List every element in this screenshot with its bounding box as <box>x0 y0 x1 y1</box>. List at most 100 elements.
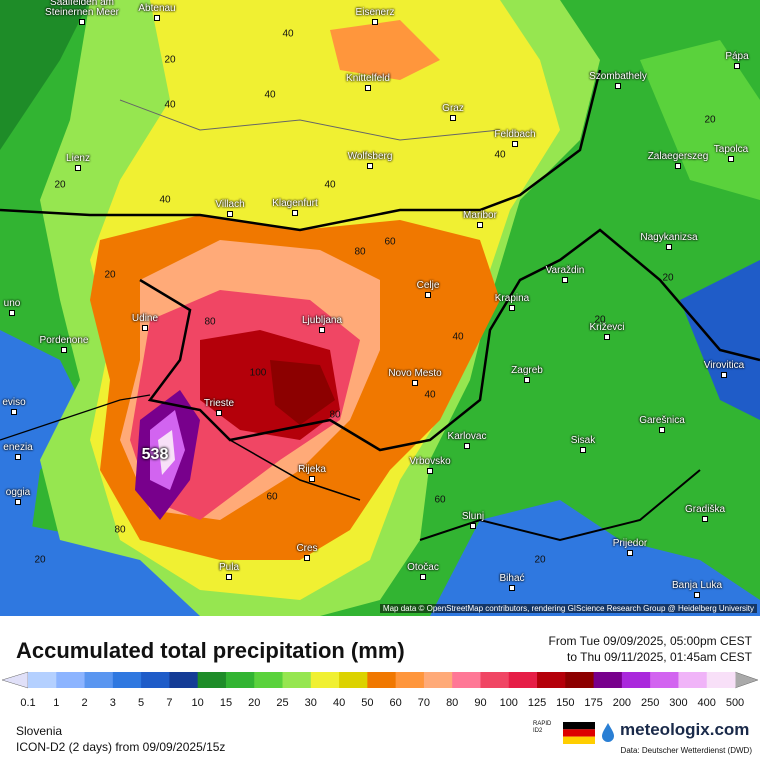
city-dot <box>365 85 371 91</box>
city-dot <box>675 163 681 169</box>
period-to: to Thu 09/11/2025, 01:45am CEST <box>566 650 752 664</box>
legend-value: 7 <box>166 697 173 709</box>
map: Abtenau Saalfelden am Steinernen Meer Eise… <box>0 0 760 616</box>
city-dot <box>11 409 17 415</box>
city-label: Cres <box>296 543 318 554</box>
brand-logo <box>602 723 614 742</box>
rapid-badge: RAPID ID2 <box>533 721 552 734</box>
legend-swatch <box>169 672 199 688</box>
city-label: enezia <box>3 442 33 453</box>
legend-value: 400 <box>697 697 716 709</box>
city-dot <box>477 222 483 228</box>
legend-swatch <box>706 672 736 688</box>
city-dot <box>309 476 315 482</box>
city-label: Villach <box>215 199 245 210</box>
contour-label: 60 <box>384 236 396 248</box>
city-dot <box>15 454 21 460</box>
city-dot <box>562 277 568 283</box>
city-dot <box>154 15 160 21</box>
city-label: Udine <box>131 313 159 324</box>
region: Slovenia <box>16 724 63 738</box>
city-dot <box>627 550 633 556</box>
city-label: Lienz <box>66 153 90 164</box>
city-dot <box>420 574 426 580</box>
city-label: Szombathely <box>589 71 647 82</box>
city-label: uno <box>3 298 21 309</box>
city-label: Knittelfeld <box>346 73 390 84</box>
legend-swatch <box>395 672 425 688</box>
city-dot <box>427 468 433 474</box>
contour-label: 20 <box>164 54 176 66</box>
legend-swatch <box>56 672 86 688</box>
brand: meteologix.com <box>620 720 750 739</box>
legend-value: 60 <box>389 697 402 709</box>
city-dot <box>79 19 85 25</box>
legend-swatch <box>197 672 227 688</box>
city-label: Trieste <box>203 398 235 409</box>
legend-value: 25 <box>276 697 289 709</box>
city-label: Rijeka <box>298 464 326 475</box>
city-label: Klagenfurt <box>272 198 318 209</box>
city-label: eviso <box>2 397 26 408</box>
legend-value: 0.1 <box>20 697 36 709</box>
contour-label: 40 <box>494 149 506 161</box>
legend-value: 150 <box>556 697 575 709</box>
contour-label: 40 <box>282 28 294 40</box>
city-label: Nagykanizsa <box>640 232 698 243</box>
legend-value: 80 <box>446 697 459 709</box>
contour-label: 40 <box>324 179 336 191</box>
city-dot <box>666 244 672 250</box>
city-label: Vrbovsko <box>409 456 451 467</box>
city-label: Krapina <box>494 293 530 304</box>
city-dot <box>659 427 665 433</box>
legend-swatch <box>537 672 566 688</box>
city-dot <box>512 141 518 147</box>
city-label: Feldbach <box>494 129 536 140</box>
contour-label: 20 <box>662 272 674 284</box>
legend-arrow-high <box>734 671 759 689</box>
legend-swatch <box>423 672 453 688</box>
city-dot <box>464 443 470 449</box>
legend-swatch <box>339 672 368 688</box>
city-dot <box>142 325 148 331</box>
legend-swatch <box>678 672 708 688</box>
legend-swatch <box>650 672 679 688</box>
city-dot <box>319 327 325 333</box>
city-dot <box>721 372 727 378</box>
city-dot <box>227 211 233 217</box>
city-dot <box>304 555 310 561</box>
city-label: Wolfsberg <box>347 151 393 162</box>
legend-swatch <box>225 672 255 688</box>
legend-swatch <box>480 672 510 688</box>
legend-value: 125 <box>527 697 547 709</box>
legend-value: 70 <box>417 697 431 709</box>
legend-value: 30 <box>304 697 317 709</box>
city-dot <box>372 19 378 25</box>
city-label: Novo Mesto <box>388 368 442 379</box>
period-from: From Tue 09/09/2025, 05:00pm CEST <box>548 634 752 648</box>
city-dot <box>226 574 232 580</box>
legend-swatch <box>367 672 397 688</box>
legend-bar <box>1 671 759 689</box>
city-dot <box>9 310 15 316</box>
legend-swatch <box>254 672 284 688</box>
legend-value: 100 <box>499 697 518 709</box>
city-dot <box>216 410 222 416</box>
map-credit: Map data © OpenStreetMap contributors, r… <box>379 604 757 613</box>
legend-swatch <box>112 672 142 688</box>
legend-swatch <box>621 672 651 688</box>
legend-value: 2 <box>81 697 88 709</box>
contour-label: 20 <box>534 554 546 566</box>
legend-value: 50 <box>361 697 374 709</box>
city-label: Bihać <box>499 573 525 584</box>
city-label: Banja Luka <box>671 580 723 591</box>
city-label: Zagreb <box>511 365 543 376</box>
city-label: Saalfelden am Steinernen Meer <box>45 0 119 18</box>
city-dot <box>450 115 456 121</box>
legend-swatch <box>310 672 340 688</box>
contour-label: 40 <box>264 89 276 101</box>
legend-value: 200 <box>612 697 632 709</box>
city-label: Slunj <box>461 511 485 522</box>
city-label: Tapolca <box>713 144 749 155</box>
title: Accumulated total precipitation (mm) <box>16 638 405 663</box>
